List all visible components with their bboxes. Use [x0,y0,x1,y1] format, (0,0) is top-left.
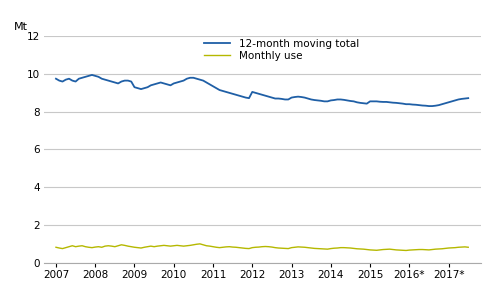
Legend: 12-month moving total, Monthly use: 12-month moving total, Monthly use [202,37,361,63]
Text: Mt: Mt [14,22,27,32]
